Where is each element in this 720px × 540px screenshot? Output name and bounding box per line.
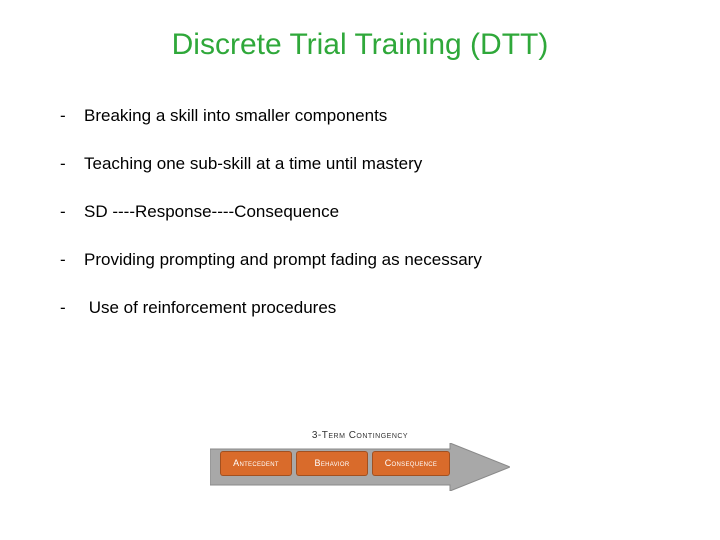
three-term-contingency-diagram: 3-Term Contingency Antecedent Behavior C… (210, 430, 510, 500)
bullet-item: Use of reinforcement procedures (60, 298, 672, 318)
diagram-label: 3-Term Contingency (210, 430, 510, 441)
term-box-consequence: Consequence (372, 451, 450, 476)
bullet-item: Breaking a skill into smaller components (60, 106, 672, 126)
term-box-behavior: Behavior (296, 451, 368, 476)
bullet-item: Teaching one sub-skill at a time until m… (60, 154, 672, 174)
term-boxes: Antecedent Behavior Consequence (220, 451, 450, 476)
bullet-item: Providing prompting and prompt fading as… (60, 250, 672, 270)
slide: Discrete Trial Training (DTT) Breaking a… (0, 0, 720, 540)
slide-title: Discrete Trial Training (DTT) (48, 28, 672, 62)
term-box-antecedent: Antecedent (220, 451, 292, 476)
bullet-list: Breaking a skill into smaller components… (48, 106, 672, 318)
bullet-item: SD ----Response----Consequence (60, 202, 672, 222)
arrow-graphic: Antecedent Behavior Consequence (210, 443, 510, 491)
